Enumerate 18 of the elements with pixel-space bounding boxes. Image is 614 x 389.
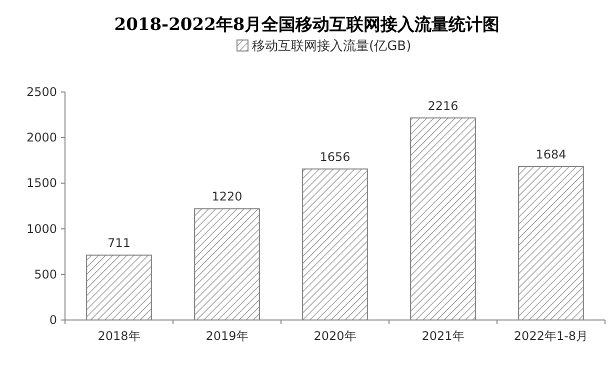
data-label: 1656 [320,150,350,164]
x-tick-label: 2022年1-8月 [514,329,588,343]
data-label: 2216 [428,98,458,113]
data-label: 1684 [536,147,566,162]
y-tick-label: 2500 [26,85,57,99]
x-tick-label: 2018年 [98,329,140,343]
x-tick-label: 2021年 [422,329,464,343]
y-tick-label: 0 [49,313,57,327]
x-tick-label: 2019年 [206,329,248,343]
y-tick-label: 2000 [26,130,57,145]
y-tick-label: 1000 [26,222,57,236]
y-tick-label: 1500 [26,176,57,190]
data-label: 711 [108,236,130,250]
data-label: 1220 [212,190,242,204]
y-tick-label: 500 [34,267,57,282]
chart-title: 2018-2022年8月全国移动互联网接入流量统计图 [114,15,500,35]
x-tick-label: 2020年 [314,329,356,343]
legend-label: 移动互联网接入流量(亿GB) [252,38,412,54]
